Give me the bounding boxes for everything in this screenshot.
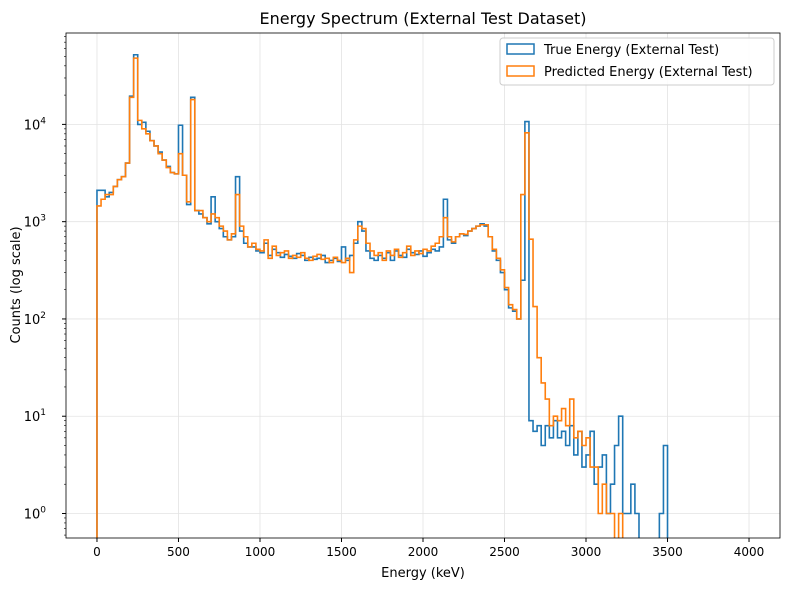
legend-label-true: True Energy (External Test)	[543, 43, 719, 58]
y-tick-label: 103	[24, 214, 46, 231]
y-tick-label: 100	[24, 506, 47, 523]
x-tick-label: 3000	[571, 545, 602, 559]
x-axis-label: Energy (keV)	[381, 566, 465, 581]
x-axis: 0 500 1000 1500 2000 2500 3000 3500 4000	[93, 538, 764, 559]
x-tick-label: 500	[167, 545, 190, 559]
y-tick-label: 101	[24, 408, 46, 425]
legend-swatch-true	[506, 43, 535, 55]
y-tick-label: 104	[24, 116, 47, 133]
series-step-1	[96, 57, 624, 538]
x-tick-label: 2500	[489, 545, 520, 559]
x-tick-label: 4000	[734, 545, 765, 559]
legend-label-pred: Predicted Energy (External Test)	[544, 65, 753, 80]
y-axis-label: Counts (log scale)	[9, 226, 24, 343]
x-tick-label: 3500	[652, 545, 683, 559]
series-group	[96, 53, 669, 538]
legend: True Energy (External Test) Predicted En…	[499, 37, 775, 86]
x-tick-label: 1000	[245, 545, 276, 559]
x-tick-label: 0	[93, 545, 101, 559]
y-tick-label: 102	[24, 311, 46, 328]
legend-box	[499, 37, 775, 86]
legend-swatch-pred	[506, 65, 535, 77]
x-tick-label: 2000	[408, 545, 439, 559]
y-axis: 100 101 102 103 104	[24, 36, 66, 536]
chart-title: Energy Spectrum (External Test Dataset)	[260, 9, 587, 28]
x-tick-label: 1500	[326, 545, 357, 559]
